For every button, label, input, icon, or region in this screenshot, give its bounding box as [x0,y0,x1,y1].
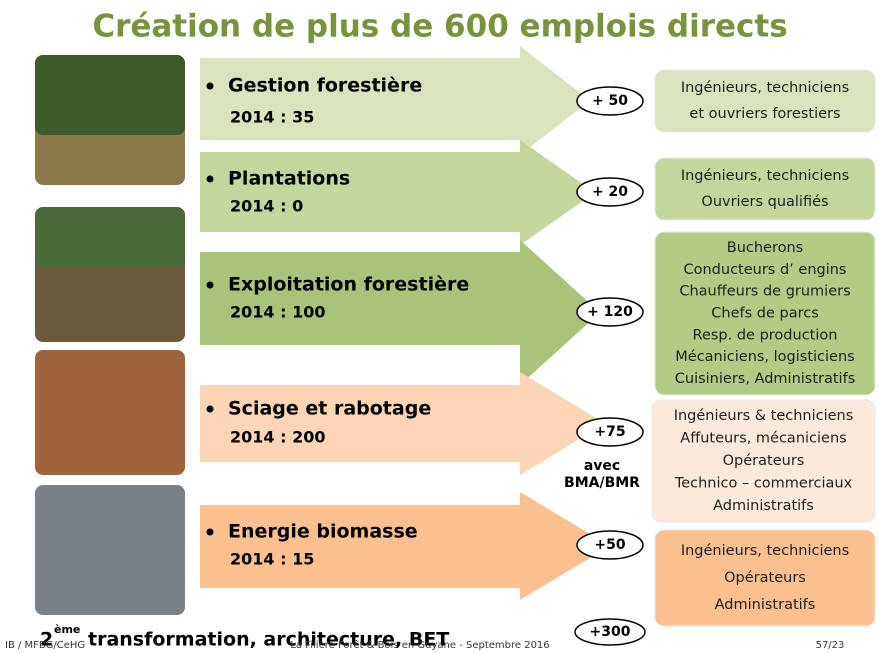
bottom-text: transformation, architecture, BET [88,629,449,651]
badge-note: avec [584,458,620,474]
slide-title: Création de plus de 600 emplois directs [92,9,787,45]
badge: +75 [594,424,625,440]
badge-outline [576,177,644,207]
bullet [206,528,214,536]
sector-2014: 2014 : 100 [230,303,325,322]
job-line: et ouvriers forestiers [689,106,840,122]
badge-note: BMA/BMR [564,475,640,491]
job-line: Resp. de production [693,327,838,343]
bottom-number: 2 [40,629,53,651]
job-line: Ingénieurs & techniciens [674,408,854,424]
sector-name: Plantations [228,168,350,190]
photo-biomass-plant [35,485,185,615]
bullet [206,82,214,90]
sector-2014: 2014 : 200 [230,428,325,447]
footer-right: 57/23 [816,640,845,651]
badge-outline [576,86,644,116]
job-line: Opérateurs [723,453,805,469]
job-line: Conducteurs d’ engins [684,262,847,278]
arrow [200,372,605,475]
job-line: Chauffeurs de grumiers [679,284,850,300]
bullet [206,281,214,289]
arrow [200,140,595,245]
arrow [200,240,600,385]
bottom-badge: +300 [590,624,631,640]
sector-2014: 2014 : 15 [230,550,314,569]
badge-outline [576,530,644,560]
job-line: Technico – commerciaux [674,475,853,491]
sector-name: Gestion forestière [228,75,422,97]
job-line: Administratifs [715,597,816,613]
job-line: Ingénieurs, techniciens [681,543,849,559]
job-line: Chefs de parcs [711,306,819,322]
badge-outline [576,297,644,327]
photo-lumber [35,350,185,475]
sector-name: Exploitation forestière [228,274,469,296]
sector-2014: 2014 : 0 [230,197,303,216]
job-box [654,157,876,221]
bottom-superscript: ème [54,623,80,636]
badge: + 120 [587,304,633,320]
job-line: Affuteurs, mécaniciens [680,431,846,447]
job-line: Cuisiniers, Administratifs [675,371,856,387]
arrow [200,46,590,155]
job-box [654,231,876,396]
job-line: Ingénieurs, techniciens [681,168,849,184]
bullet [206,405,214,413]
sector-name: Energie biomasse [228,521,418,543]
job-line: Ouvriers qualifiés [701,194,828,210]
job-box [651,399,876,523]
job-box [654,69,876,133]
job-line: Mécaniciens, logisticiens [675,349,854,365]
badge: +50 [594,537,625,553]
badge: + 50 [592,93,628,109]
photo-logging-trees [35,207,185,267]
badge-outline [576,417,644,447]
sector-2014: 2014 : 35 [230,108,314,127]
job-box [654,529,876,627]
job-line: Bucherons [727,240,803,256]
footer-center: La Filière Forêt & Bois en Guyane - Sept… [290,639,549,651]
footer-left: IB / MFBG/CeHG [5,640,85,651]
bullet [206,175,214,183]
photo-forest-canopy [35,55,185,135]
job-line: Administratifs [713,498,814,514]
sector-name: Sciage et rabotage [228,398,431,420]
arrow [200,492,610,600]
job-line: Ingénieurs, techniciens [681,80,849,96]
bottom-badge-outline [574,618,646,646]
badge: + 20 [592,184,628,200]
job-line: Opérateurs [724,570,806,586]
